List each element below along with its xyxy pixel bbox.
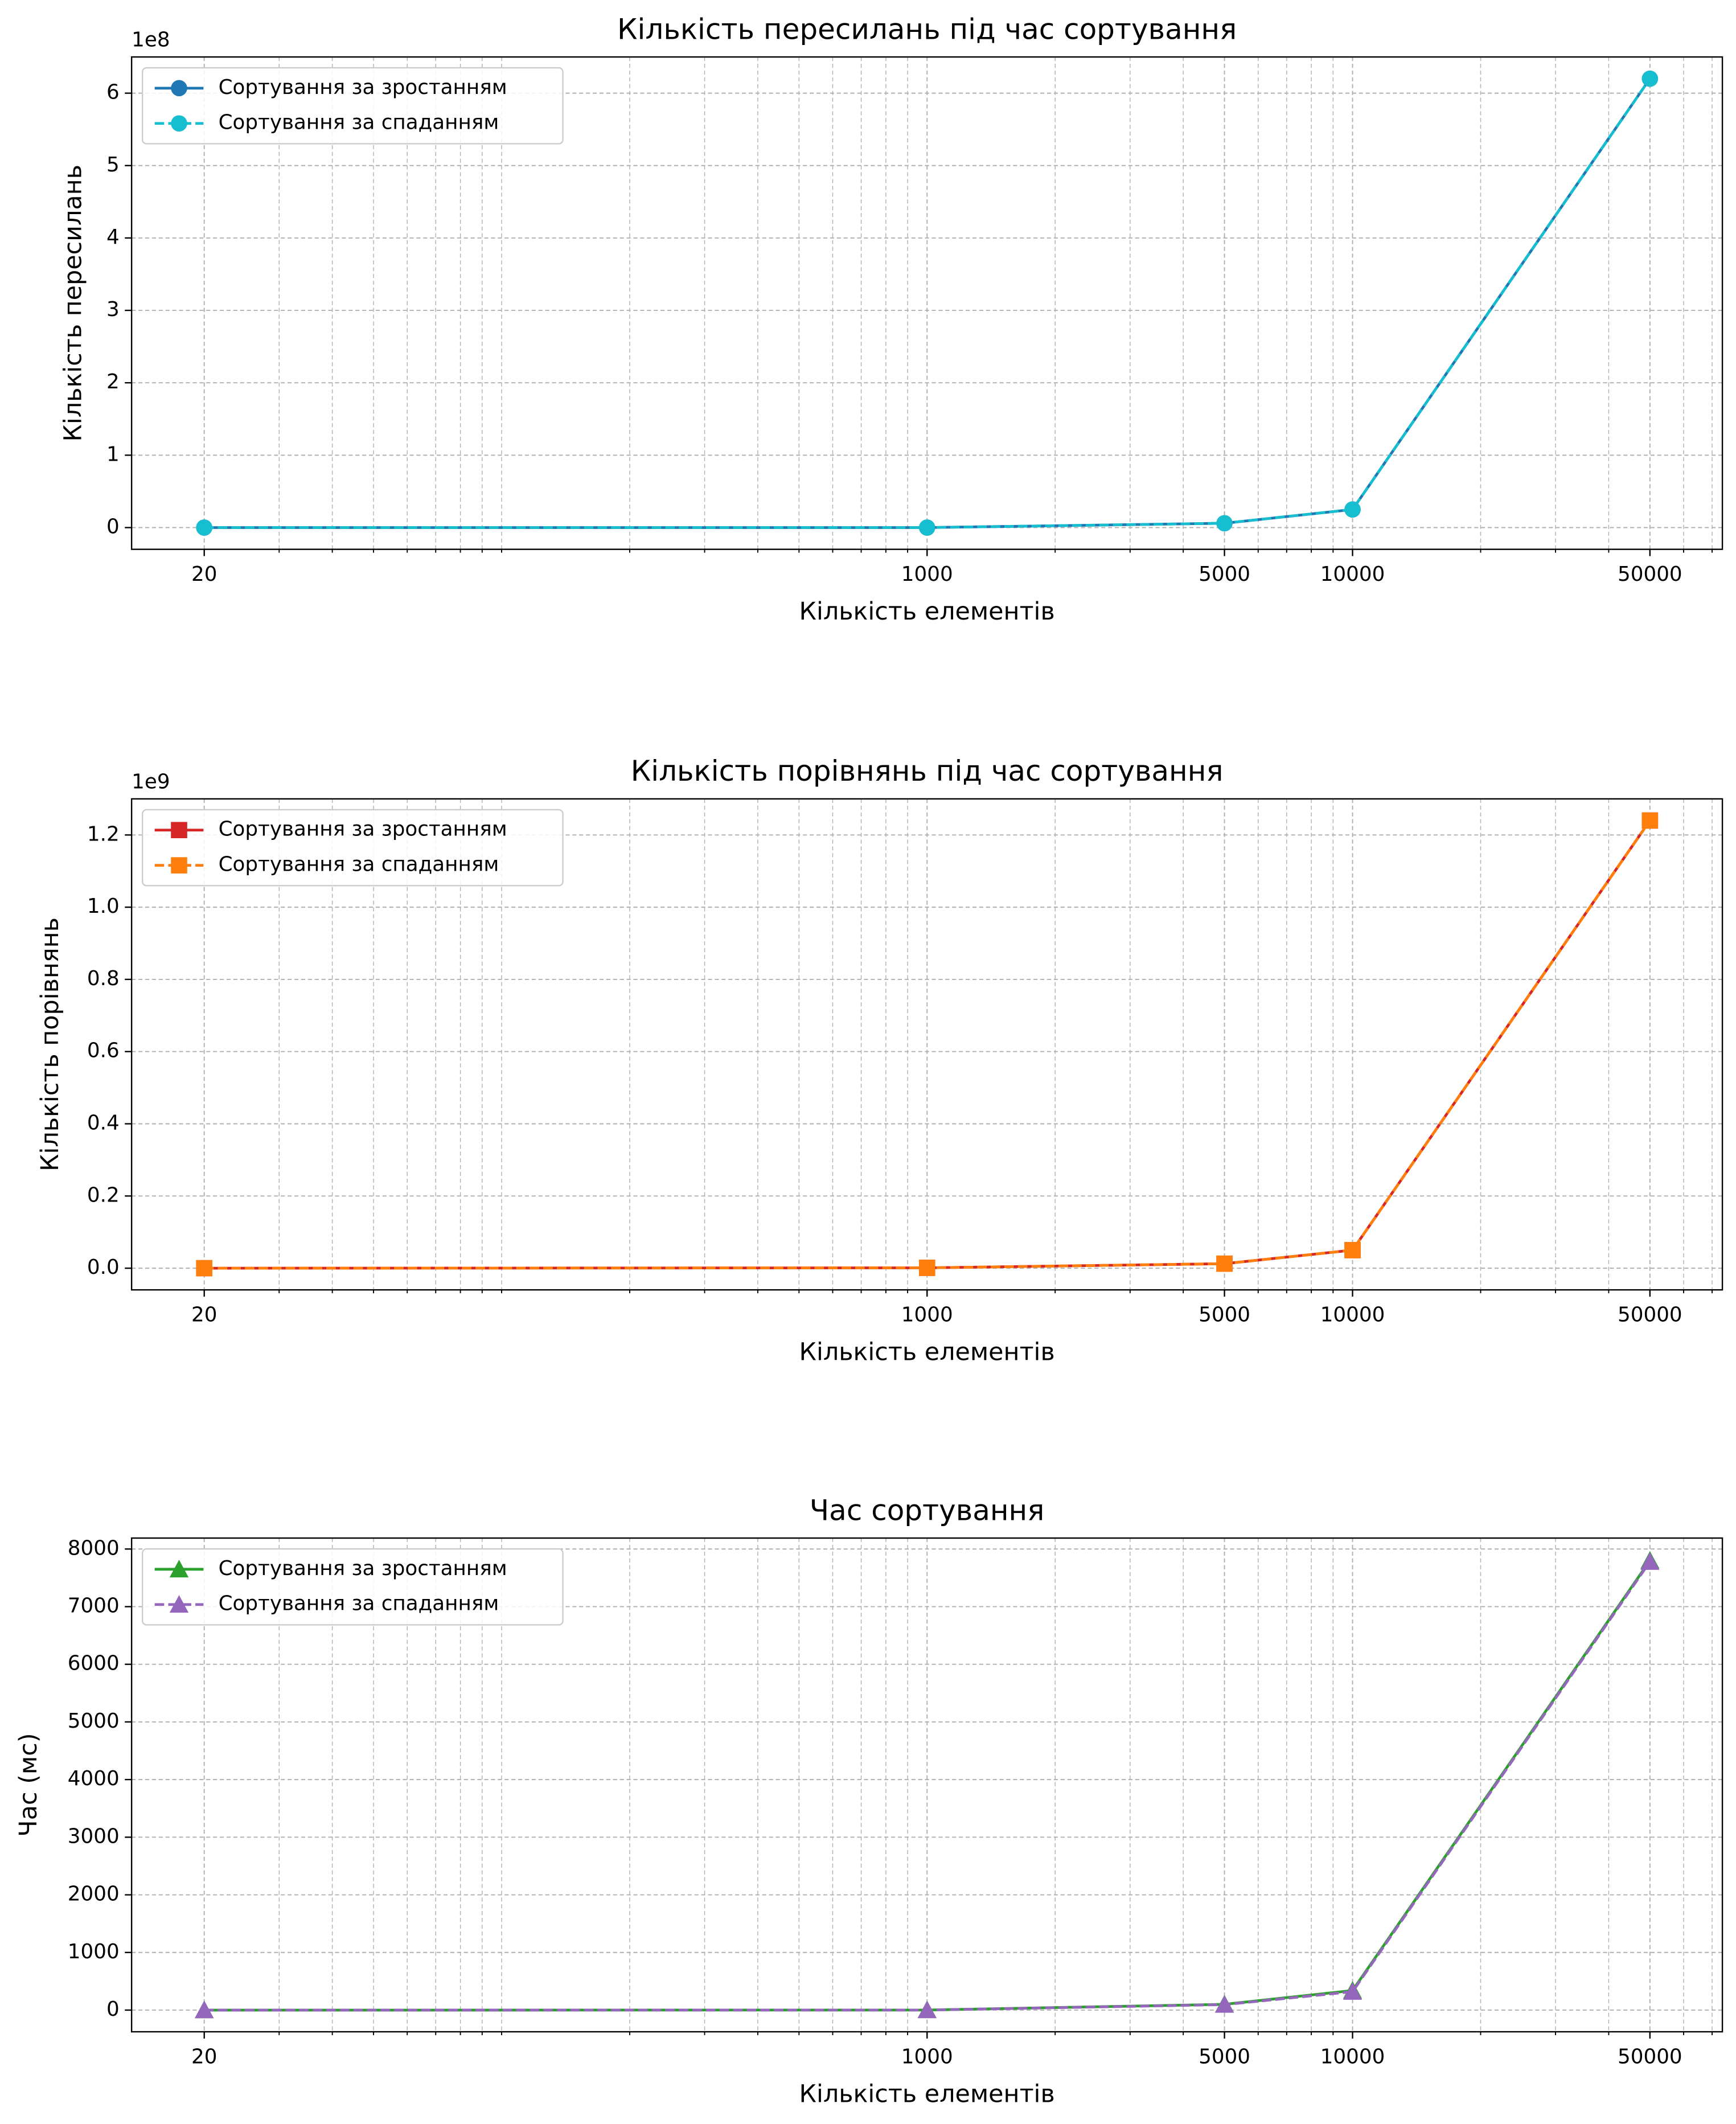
legend-marker bbox=[171, 115, 187, 132]
y-tick-label: 0.6 bbox=[87, 1039, 120, 1063]
legend-marker bbox=[169, 1560, 189, 1578]
y-tick-label: 3000 bbox=[68, 1824, 120, 1848]
x-tick-label: 20 bbox=[191, 563, 217, 586]
y-tick-label: 0 bbox=[106, 515, 120, 539]
legend-marker bbox=[171, 822, 187, 838]
y-axis-label: Кількість порівнянь bbox=[36, 917, 64, 1171]
marker bbox=[1344, 1242, 1361, 1258]
x-axis-label: Кількість елементів bbox=[799, 2080, 1055, 2108]
marker bbox=[1343, 1982, 1362, 2000]
y-tick-label: 1 bbox=[106, 442, 120, 466]
legend-marker bbox=[169, 1595, 189, 1613]
marker bbox=[1641, 812, 1659, 829]
y-tick-label: 6000 bbox=[68, 1652, 120, 1675]
y-tick-label: 6 bbox=[106, 81, 120, 104]
y-tick-label: 1.0 bbox=[87, 895, 120, 918]
legend-box bbox=[142, 1548, 564, 1626]
x-axis-label: Кількість елементів bbox=[799, 597, 1055, 626]
marker bbox=[1216, 515, 1233, 532]
x-axis-label: Кількість елементів bbox=[799, 1338, 1055, 1367]
y-tick-label: 0.0 bbox=[87, 1256, 120, 1279]
legend-label: Сортування за спаданням bbox=[219, 1592, 499, 1615]
legend-label: Сортування за спаданням bbox=[219, 853, 499, 876]
legend-box bbox=[142, 809, 564, 887]
marker bbox=[917, 2000, 937, 2019]
plot-frame bbox=[130, 56, 1723, 550]
x-tick-label: 50000 bbox=[1618, 563, 1682, 586]
y-axis-label: Час (мс) bbox=[14, 1733, 43, 1836]
x-tick-label: 1000 bbox=[901, 1303, 953, 1326]
marker bbox=[1641, 70, 1659, 87]
x-tick-label: 20 bbox=[191, 2045, 217, 2068]
y-tick-label: 8000 bbox=[68, 1536, 120, 1560]
y-axis-label: Кількість пересилань bbox=[59, 165, 88, 442]
x-tick-label: 5000 bbox=[1199, 2045, 1250, 2068]
marker bbox=[1216, 1255, 1233, 1272]
x-tick-label: 50000 bbox=[1618, 1303, 1682, 1326]
marker bbox=[195, 2000, 214, 2019]
x-tick-label: 1000 bbox=[901, 563, 953, 586]
legend-label: Сортування за зростанням bbox=[219, 818, 507, 841]
x-tick-label: 10000 bbox=[1320, 563, 1385, 586]
x-tick-label: 50000 bbox=[1618, 2045, 1682, 2068]
chart-title: Кількість пересилань під час сортування bbox=[617, 13, 1237, 46]
y-tick-label: 0.4 bbox=[87, 1112, 120, 1135]
marker bbox=[196, 519, 212, 536]
plot-frame bbox=[130, 798, 1723, 1291]
legend-marker bbox=[171, 80, 187, 97]
marker bbox=[196, 1260, 212, 1277]
y-tick-label: 1.2 bbox=[87, 822, 120, 846]
chart: Час сортування 20 1000 5000 10000 50000 0 1000 2… bbox=[14, 1494, 1723, 2108]
y-tick-label: 0.8 bbox=[87, 967, 120, 990]
y-tick-label: 4 bbox=[106, 225, 120, 249]
chart: Кількість порівнянь під час сортування 20… bbox=[36, 755, 1723, 1367]
x-tick-label: 10000 bbox=[1320, 1303, 1385, 1326]
marker bbox=[918, 519, 935, 536]
chart-title: Кількість порівнянь під час сортування bbox=[631, 755, 1224, 788]
marker bbox=[918, 1260, 935, 1276]
x-tick-label: 5000 bbox=[1199, 1303, 1250, 1326]
plot-frame bbox=[130, 1537, 1723, 2033]
y-tick-label: 5000 bbox=[68, 1709, 120, 1733]
y-tick-label: 0.2 bbox=[87, 1183, 120, 1207]
marker bbox=[1344, 501, 1361, 518]
y-tick-label: 0 bbox=[106, 1998, 120, 2021]
chart-title: Час сортування bbox=[810, 1494, 1044, 1527]
legend-label: Сортування за спаданням bbox=[219, 111, 499, 134]
marker bbox=[1640, 1552, 1660, 1570]
x-tick-label: 1000 bbox=[901, 2045, 953, 2068]
y-tick-label: 3 bbox=[106, 298, 120, 321]
legend-marker bbox=[171, 857, 187, 874]
x-tick-label: 20 bbox=[191, 1303, 217, 1326]
x-tick-label: 5000 bbox=[1199, 563, 1250, 586]
marker bbox=[1214, 1995, 1234, 2013]
x-tick-label: 10000 bbox=[1320, 2045, 1385, 2068]
y-tick-label: 7000 bbox=[68, 1594, 120, 1617]
offset-text: 1e9 bbox=[132, 770, 170, 793]
y-tick-label: 5 bbox=[106, 153, 120, 177]
legend-label: Сортування за зростанням bbox=[219, 1557, 507, 1580]
legend-box bbox=[142, 67, 564, 145]
y-tick-label: 4000 bbox=[68, 1767, 120, 1790]
legend-label: Сортування за зростанням bbox=[219, 76, 507, 99]
y-tick-label: 2000 bbox=[68, 1883, 120, 1906]
y-tick-label: 2 bbox=[106, 370, 120, 393]
chart: Кількість пересилань під час сортування 2… bbox=[59, 13, 1723, 626]
offset-text: 1e8 bbox=[132, 28, 170, 51]
y-tick-label: 1000 bbox=[68, 1940, 120, 1963]
